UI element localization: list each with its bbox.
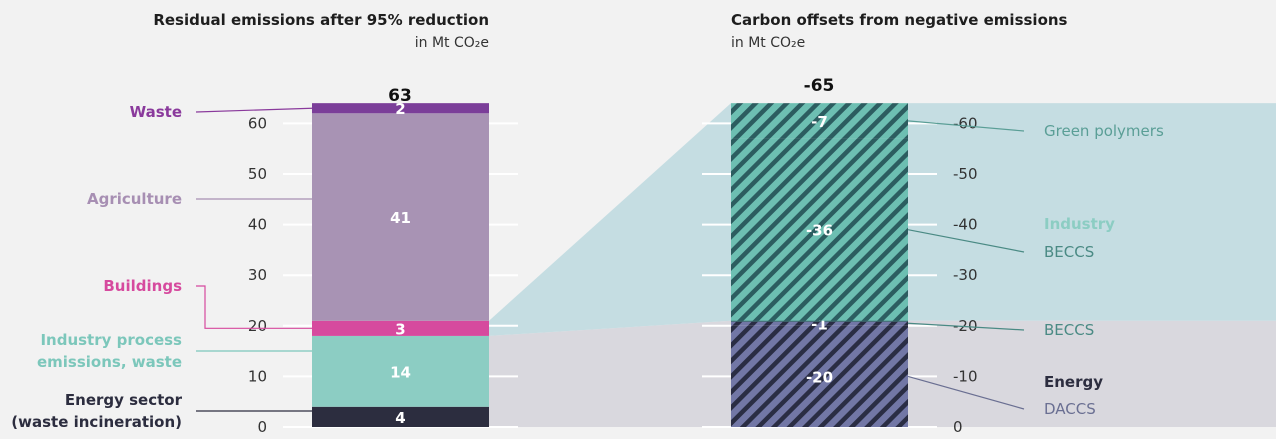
right-bar-segment [731,103,908,139]
left-category-label: Agriculture [87,190,182,208]
left-y-tick-label: 60 [248,114,267,132]
right-chart-unit: in Mt CO₂e [731,35,805,51]
left-y-tick-label: 50 [248,165,267,183]
right-y-tick-label: -20 [953,317,978,335]
left-bar-value-label: 14 [390,363,411,381]
left-category-label: Industry process [40,331,182,349]
right-segment-label: DACCS [1044,400,1096,418]
left-y-tick-label: 40 [248,216,267,234]
right-y-tick-label: -50 [953,165,978,183]
left-bar-segment [312,113,489,321]
left-bar-value-label: 3 [395,320,405,338]
industry-projection-right [908,103,1276,321]
left-bar-segment [312,335,489,407]
industry-projection-left [489,103,731,336]
left-y-tick-label: 10 [248,367,267,385]
left-leader-line [195,107,313,113]
right-bar-value-label: -7 [811,113,828,131]
right-y-tick-label: -40 [953,216,978,234]
right-y-tick-label: -10 [953,367,978,385]
right-bar-value-label: -36 [806,222,833,240]
left-y-tick-label: 30 [248,266,267,284]
right-y-tick-label: 0 [953,418,963,436]
left-bar-segment [312,320,489,336]
left-category-label: Buildings [103,277,182,295]
left-category-label: Energy sector [65,391,183,409]
left-category-label: (waste incineration) [11,413,182,431]
right-y-tick-label: -60 [953,114,978,132]
right-chart-title: Carbon offsets from negative emissions [731,11,1068,29]
left-y-tick-label: 20 [248,317,267,335]
right-leader-line [907,375,1025,410]
left-total-label: 63 [388,86,412,106]
left-category-label: Waste [130,103,182,121]
left-bar-value-label: 2 [395,100,405,118]
left-chart-title: Residual emissions after 95% reduction [153,11,489,29]
right-segment-label: BECCS [1044,321,1094,339]
left-bar-value-label: 41 [390,209,411,227]
right-bar-segment [731,320,908,326]
right-group-label: Energy [1044,373,1103,391]
right-segment-label: Green polymers [1044,122,1164,140]
left-leader-line [196,285,312,329]
right-bar-segment [731,325,908,427]
left-bar-segment [312,406,489,427]
left-category-label: emissions, waste [37,353,182,371]
right-group-label: Industry [1044,215,1115,233]
right-y-tick-label: -30 [953,266,978,284]
right-leader-line [907,322,1025,331]
right-bar-value-label: -20 [806,368,833,386]
right-bar-segment [731,138,908,321]
left-bar-value-label: 4 [395,409,405,427]
energy-projection-left [489,320,731,427]
left-y-tick-label: 0 [257,418,267,436]
right-leader-line [907,229,1025,253]
energy-projection-right [908,320,1276,427]
left-bar-segment [312,103,489,114]
left-chart-unit: in Mt CO₂e [415,35,489,51]
right-total-label: -65 [804,76,835,96]
right-leader-line [907,120,1025,132]
right-segment-label: BECCS [1044,243,1094,261]
